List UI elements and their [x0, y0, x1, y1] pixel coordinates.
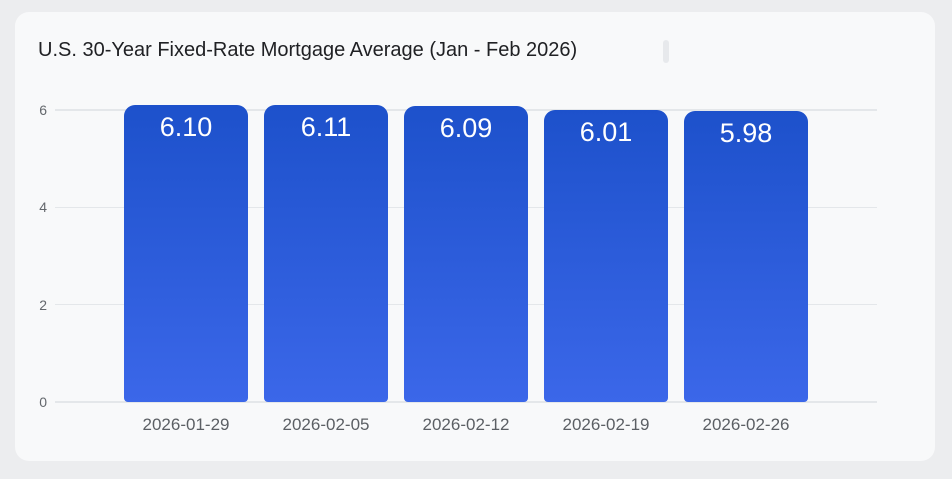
bar[interactable]: 6.01: [544, 109, 668, 402]
bar-value-label: 6.01: [579, 116, 633, 147]
y-axis-tick-label: 0: [39, 394, 47, 410]
x-axis-labels: 2026-01-29 2026-02-05 2026-02-12 2026-02-19…: [55, 415, 877, 435]
x-axis-label: 2026-01-29: [142, 415, 230, 434]
bar[interactable]: 6.09: [404, 105, 528, 402]
y-axis-tick-label: 4: [39, 199, 47, 216]
bar[interactable]: 6.11: [264, 104, 388, 402]
y-axis-tick-label: 2: [39, 296, 47, 313]
plot-area: 6.10 6.11 6.09 6.01 5.98 2026-01-29 2026-02-0…: [39, 102, 877, 434]
x-axis-label: 2026-02-05: [282, 415, 370, 434]
y-axis-tick-label: 6: [39, 102, 47, 118]
title-cursor: [663, 40, 669, 63]
bar-group: 6.10 6.11 6.09 6.01 5.98: [55, 104, 877, 402]
chart-card: U.S. 30-Year Fixed-Rate Mortgage Average…: [15, 12, 935, 461]
bar[interactable]: 5.98: [684, 111, 808, 402]
bar[interactable]: 6.10: [124, 105, 248, 402]
x-axis-label: 2026-02-19: [562, 415, 650, 434]
bar-value-label: 6.11: [300, 111, 352, 142]
x-axis-label: 2026-02-26: [702, 415, 790, 434]
bar-value-label: 5.98: [719, 118, 773, 148]
bar-value-label: 6.09: [439, 112, 493, 143]
x-axis-label: 2026-02-12: [422, 415, 510, 434]
chart-title: U.S. 30-Year Fixed-Rate Mortgage Average…: [38, 39, 578, 61]
bar-value-label: 6.10: [159, 112, 213, 143]
gridline: [55, 401, 877, 403]
